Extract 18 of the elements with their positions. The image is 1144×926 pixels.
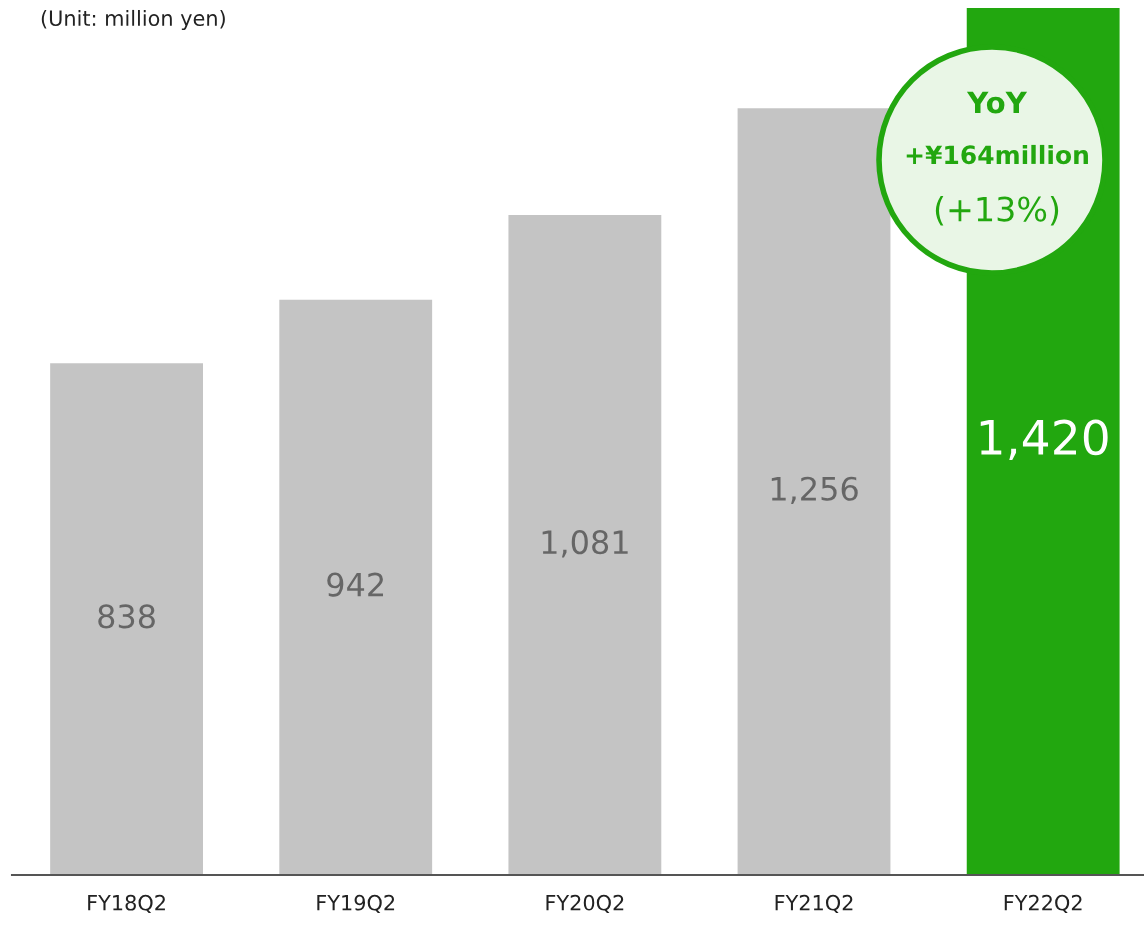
- annotation: YoY: [966, 91, 1028, 114]
- annotation: (Unit: million yen): [41, 9, 225, 31]
- bar: [737, 108, 891, 875]
- bar: [508, 214, 662, 875]
- data-label: 1,256: [771, 476, 858, 505]
- x-tick-label: FY21Q2: [775, 894, 853, 913]
- data-label: 838: [98, 604, 155, 629]
- annotation: +¥164million: [906, 144, 1088, 165]
- bar: [50, 363, 203, 875]
- annotation: (+13%): [935, 195, 1059, 226]
- data-label: 1,420: [980, 419, 1108, 461]
- x-tick-label: FY19Q2: [317, 894, 395, 913]
- data-label: 1,081: [542, 530, 628, 558]
- x-tick-label: FY18Q2: [88, 894, 165, 913]
- x-tick-label: FY20Q2: [546, 894, 624, 913]
- data-label: 942: [327, 572, 384, 597]
- x-tick-label: FY22Q2: [1004, 894, 1082, 913]
- bar: [279, 299, 433, 875]
